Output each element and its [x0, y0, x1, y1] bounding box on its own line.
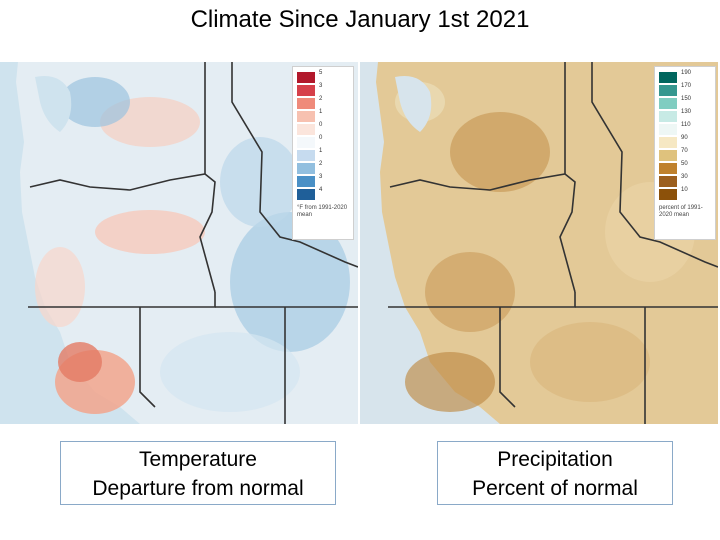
legend-tick-label: 190 — [681, 70, 692, 76]
legend-swatch — [297, 98, 315, 109]
puget-sound — [395, 76, 432, 132]
precipitation-caption-line1: Precipitation — [497, 448, 613, 471]
legend-tick-label: 3 — [319, 83, 323, 89]
warm-anomaly-core — [58, 342, 102, 382]
legend-tick-label: 110 — [681, 122, 691, 128]
legend-tick-label: 50 — [681, 161, 688, 167]
temperature-legend: 5 3 2 1 0 0 1 2 3 4 °F from 1991-2020 mean — [292, 66, 354, 240]
precipitation-caption-line2: Percent of normal — [472, 477, 638, 500]
legend-tick-label: 1 — [319, 148, 323, 154]
legend-swatch — [659, 124, 677, 135]
temperature-map: 5 3 2 1 0 0 1 2 3 4 °F from 1991-2020 mean — [0, 62, 358, 424]
state-borders — [388, 62, 718, 424]
precipitation-caption: Precipitation Percent of normal — [437, 441, 673, 505]
state-borders — [28, 62, 358, 424]
legend-swatch — [659, 85, 677, 96]
puget-sound — [35, 76, 72, 132]
legend-swatch — [297, 189, 315, 200]
temperature-caption: Temperature Departure from normal — [60, 441, 336, 505]
legend-tick-label: 5 — [319, 70, 323, 76]
legend-tick-label: 150 — [681, 96, 692, 102]
legend-tick-label: 90 — [681, 135, 688, 141]
dry-area-washington — [450, 112, 550, 192]
legend-tick-label: 30 — [681, 174, 688, 180]
legend-tick-label: 2 — [319, 161, 323, 167]
dry-area-california — [405, 352, 495, 412]
legend-swatch — [297, 111, 315, 122]
legend-tick-label: 4 — [319, 187, 323, 193]
dry-area-oregon — [425, 252, 515, 332]
legend-swatch — [659, 137, 677, 148]
legend-swatch — [659, 150, 677, 161]
legend-tick-label: 0 — [319, 122, 323, 128]
precipitation-legend: 190 170 150 130 110 90 70 50 30 10 percent of 1991… — [654, 66, 716, 240]
temperature-caption-line2: Departure from normal — [92, 477, 304, 500]
legend-swatch — [659, 111, 677, 122]
legend-tick-label: 0 — [319, 135, 323, 141]
legend-tick-label: 70 — [681, 148, 688, 154]
precipitation-map: 190 170 150 130 110 90 70 50 30 10 percent of 1991… — [360, 62, 718, 424]
cool-anomaly-puget — [60, 77, 130, 127]
legend-swatch — [659, 98, 677, 109]
legend-tick-label: 130 — [681, 109, 692, 115]
legend-swatch — [297, 176, 315, 187]
legend-tick-label: 10 — [681, 187, 688, 193]
legend-note: percent of 1991-2020 mean — [659, 205, 703, 218]
temperature-caption-line1: Temperature — [139, 448, 257, 471]
cool-anomaly-north — [220, 137, 300, 227]
legend-tick-label: 2 — [319, 96, 323, 102]
legend-tick-label: 170 — [681, 83, 692, 89]
legend-swatch — [659, 72, 677, 83]
legend-swatch — [297, 163, 315, 174]
page-title: Climate Since January 1st 2021 — [190, 6, 530, 33]
legend-swatch — [297, 85, 315, 96]
legend-swatch — [659, 176, 677, 187]
legend-swatch — [659, 189, 677, 200]
cool-anomaly-nevada — [160, 332, 300, 412]
legend-swatch — [297, 124, 315, 135]
legend-swatch — [297, 72, 315, 83]
warm-anomaly-oregon — [95, 210, 205, 254]
legend-tick-label: 1 — [319, 109, 323, 115]
warm-anomaly-coast — [35, 247, 85, 327]
legend-swatch — [659, 163, 677, 174]
dry-area-nevada — [530, 322, 650, 402]
legend-note: °F from 1991-2020 mean — [297, 205, 348, 218]
legend-tick-label: 3 — [319, 174, 323, 180]
legend-swatch — [297, 150, 315, 161]
cool-anomaly-idaho — [230, 212, 350, 352]
legend-swatch — [297, 137, 315, 148]
